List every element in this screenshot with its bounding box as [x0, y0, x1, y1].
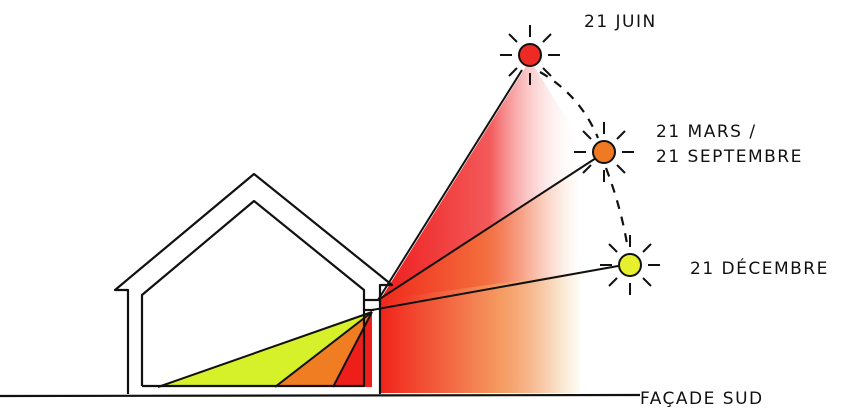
ray-lines: [157, 69, 619, 388]
sun-equinox-rays: [574, 122, 634, 182]
ray-line-june: [377, 69, 523, 301]
house-inner-wall: [140, 199, 366, 388]
ray-line-equinox: [377, 157, 597, 301]
sun-equinox-icon: [592, 140, 616, 164]
sun-december-rays: [600, 235, 660, 295]
sun-december-icon: [618, 253, 642, 277]
ground-line: [0, 393, 641, 398]
label-june: 21 JUIN: [584, 12, 657, 32]
sun-equinox: [574, 122, 634, 182]
sun-june-icon: [518, 43, 542, 67]
label-equinox-line1: 21 MARS /: [656, 122, 757, 142]
sun-path: [539, 71, 630, 251]
interior-line-december: [157, 311, 373, 388]
label-december: 21 DÉCEMBRE: [690, 257, 829, 279]
sun-december: [600, 235, 660, 295]
house-outer-wall: [113, 172, 394, 394]
sun-path-lower: [604, 167, 630, 251]
interior-line-equinox: [274, 311, 373, 388]
house-outline: [0, 172, 641, 398]
label-equinox-line2: 21 SEPTEMBRE: [656, 147, 803, 167]
sun-june: [500, 25, 560, 85]
interior-line-june: [332, 311, 373, 388]
label-facade: FAÇADE SUD: [640, 389, 764, 409]
ray-line-december: [371, 265, 619, 311]
sun-rays-outside: [380, 60, 630, 393]
sun-june-rays: [500, 25, 560, 85]
